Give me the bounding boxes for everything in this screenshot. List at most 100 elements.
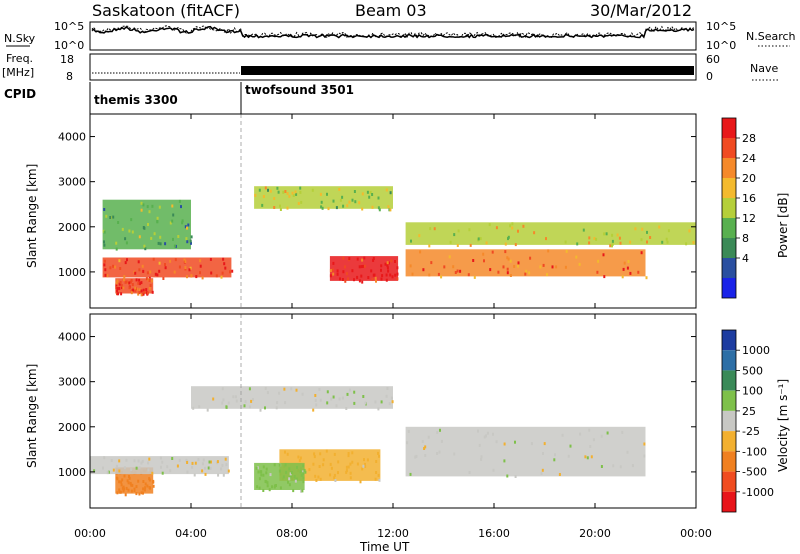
heatmap-cell	[346, 204, 349, 208]
heatmap-cell	[555, 265, 558, 269]
heatmap-cell	[618, 236, 621, 240]
heatmap-cell	[295, 477, 298, 481]
heatmap-cell	[164, 266, 167, 270]
heatmap-cell	[284, 401, 287, 405]
time-xlabel: Time UT	[359, 540, 410, 554]
heatmap-cell	[130, 291, 133, 295]
heatmap-cell	[335, 206, 338, 210]
colorbar-swatch	[722, 218, 736, 238]
heatmap-cell	[302, 464, 305, 468]
heatmap-cell	[124, 237, 127, 241]
heatmap-cell	[561, 433, 564, 437]
heatmap-cell	[138, 282, 141, 286]
heatmap-cell	[506, 474, 509, 478]
heatmap-cell	[665, 237, 668, 241]
heatmap-cell	[146, 484, 149, 488]
heatmap-cell	[144, 486, 147, 490]
heatmap-cell	[171, 457, 174, 460]
heatmap-cell	[217, 473, 220, 477]
heatmap-cell	[296, 465, 298, 469]
heatmap-cell	[330, 466, 333, 470]
heatmap-cell	[569, 444, 572, 448]
heatmap-cell	[135, 278, 138, 282]
heatmap-cell	[360, 274, 363, 278]
heatmap-cell	[115, 476, 118, 480]
heatmap-cell	[319, 398, 322, 402]
heatmap-cell	[356, 257, 359, 261]
heatmap-cell	[386, 266, 389, 270]
heatmap-cell	[480, 457, 483, 461]
heatmap-cell	[154, 272, 157, 276]
heatmap-cell	[385, 394, 388, 398]
heatmap-cell	[558, 473, 561, 476]
heatmap-cell	[160, 465, 162, 469]
heatmap-cell	[542, 452, 544, 455]
heatmap-cell	[359, 480, 362, 484]
heatmap-cell	[156, 216, 159, 220]
heatmap-cell	[326, 192, 328, 196]
heatmap-cell	[288, 477, 291, 481]
heatmap-cell	[286, 192, 289, 195]
heatmap-cell	[692, 241, 695, 244]
heatmap-cell	[637, 270, 640, 274]
heatmap-cell	[303, 469, 306, 473]
heatmap-cell	[320, 200, 323, 204]
heatmap-cell	[313, 455, 316, 459]
heatmap-cell	[390, 259, 393, 263]
heatmap-cell	[190, 241, 192, 245]
heatmap-cell	[140, 201, 143, 205]
noise-left-tick-bottom: 10^0	[54, 39, 84, 52]
heatmap-cell	[252, 398, 254, 401]
heatmap-cell	[184, 225, 187, 229]
heatmap-cell	[107, 470, 110, 474]
heatmap-cell	[138, 466, 141, 470]
heatmap-cell	[600, 434, 603, 438]
heatmap-cell	[292, 194, 295, 197]
heatmap-cell	[131, 483, 134, 487]
heatmap-cell	[394, 273, 397, 277]
heatmap-cell	[511, 222, 514, 226]
heatmap-cell	[329, 269, 332, 273]
heatmap-cell	[503, 459, 506, 463]
heatmap-cell	[314, 398, 317, 402]
heatmap-cell	[151, 204, 154, 208]
heatmap-cell	[274, 484, 276, 488]
heatmap-cell	[207, 466, 210, 470]
freq-left-tick-bottom: 8	[66, 70, 73, 83]
heatmap-cell	[161, 460, 164, 464]
heatmap-cell	[123, 474, 126, 478]
heatmap-cell	[122, 278, 125, 282]
heatmap-cell	[118, 259, 121, 263]
heatmap-cell	[140, 281, 143, 285]
heatmap-cell	[627, 260, 630, 263]
heatmap-cell	[348, 388, 351, 392]
colorbar-tick-label: -1000	[742, 486, 774, 499]
heatmap-cell	[593, 237, 596, 240]
noise-sky-trace	[91, 25, 695, 39]
heatmap-cell	[483, 435, 486, 439]
heatmap-cell	[232, 395, 235, 399]
heatmap-cell	[156, 273, 159, 277]
heatmap-cell	[546, 273, 548, 277]
heatmap-cell	[186, 275, 188, 279]
heatmap-cell	[347, 454, 350, 458]
heatmap-cell	[244, 400, 247, 404]
heatmap-cell	[319, 192, 322, 196]
heatmap-cell	[312, 408, 315, 412]
heatmap-cell	[126, 479, 129, 483]
colorbar-swatch	[722, 471, 736, 492]
heatmap-cell	[115, 247, 118, 251]
heatmap-cell	[314, 394, 317, 397]
heatmap-cell	[317, 475, 320, 479]
heatmap-cell	[144, 247, 147, 251]
heatmap-cell	[204, 472, 207, 476]
heatmap-cell	[116, 290, 119, 293]
heatmap-cell	[136, 287, 139, 291]
heatmap-cell	[149, 284, 152, 287]
colorbar-swatch	[722, 158, 736, 178]
heatmap-cell	[185, 237, 188, 241]
heatmap-cell	[262, 489, 265, 492]
heatmap-cell	[436, 431, 439, 434]
heatmap-cell	[626, 266, 629, 270]
heatmap-cell	[351, 451, 354, 455]
